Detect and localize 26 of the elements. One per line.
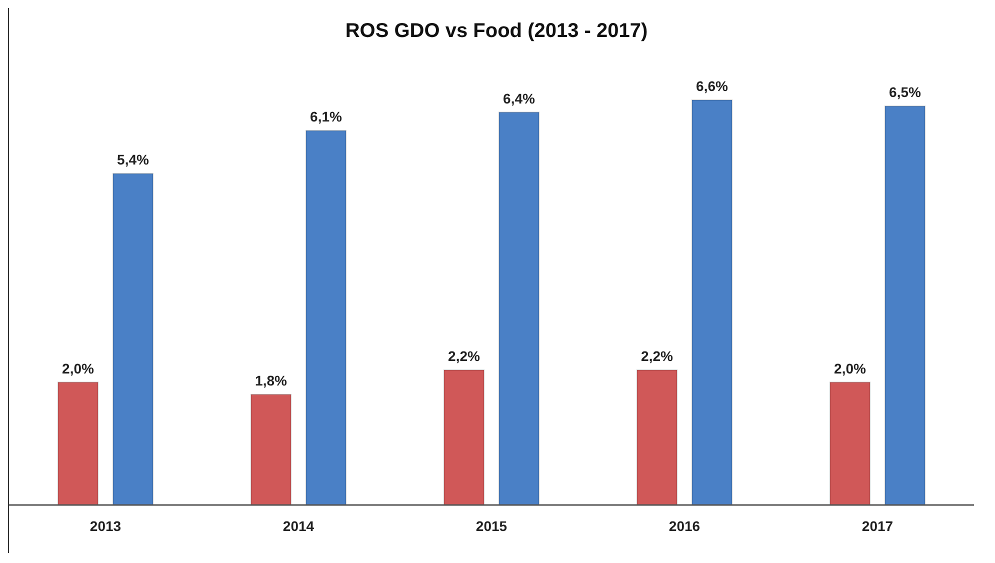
x-tick-label: 2013 xyxy=(90,518,122,534)
data-label: 6,1% xyxy=(310,108,342,125)
data-label: 2,2% xyxy=(448,348,480,364)
bar xyxy=(498,112,540,506)
bar xyxy=(112,173,154,506)
data-label: 1,8% xyxy=(255,372,288,389)
bar xyxy=(58,382,98,506)
bar xyxy=(884,106,926,506)
bar xyxy=(250,394,292,506)
x-tick-label: 2017 xyxy=(862,518,894,534)
bar xyxy=(692,100,732,506)
x-tick-label: 2016 xyxy=(668,518,700,534)
x-tick-label: 2015 xyxy=(476,518,508,534)
bar xyxy=(444,370,484,506)
bar xyxy=(636,370,678,506)
data-label: 2,0% xyxy=(62,360,94,376)
bar xyxy=(830,382,870,506)
data-label: 6,4% xyxy=(503,90,536,106)
chart-title: ROS GDO vs Food (2013 - 2017) xyxy=(344,19,649,44)
data-label: 2,2% xyxy=(641,348,674,364)
bar xyxy=(306,130,346,506)
data-label: 6,6% xyxy=(696,78,728,94)
data-label: 2,0% xyxy=(834,360,866,376)
data-label: 6,5% xyxy=(889,84,922,100)
data-label: 5,4% xyxy=(117,152,150,168)
x-tick-label: 2014 xyxy=(282,518,314,534)
